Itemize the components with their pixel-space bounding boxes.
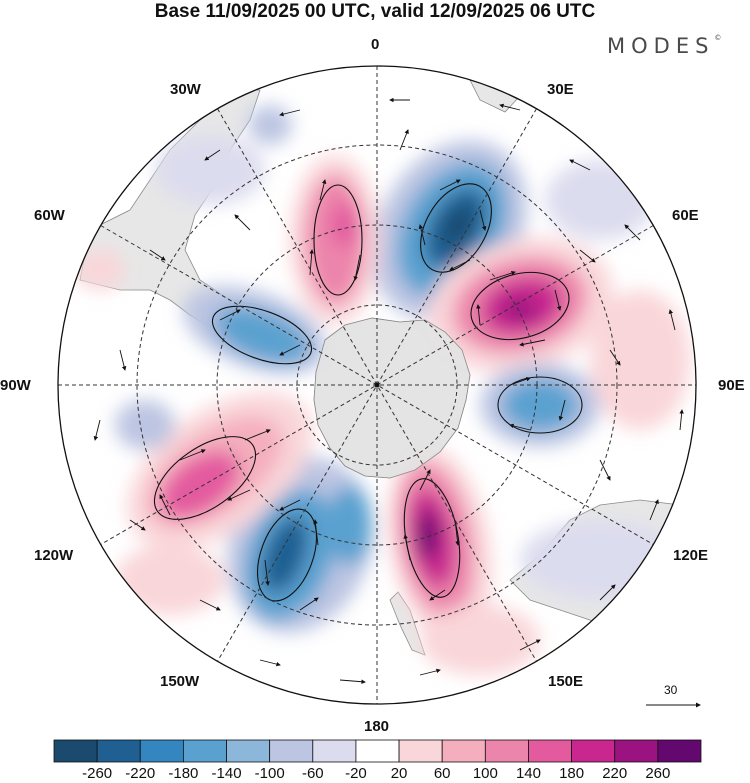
colorbar-tick-label: 140	[515, 765, 541, 782]
colorbar-tick-label: 60	[433, 765, 451, 782]
colorbar	[53, 739, 702, 763]
colorbar-tick-label: -20	[345, 765, 367, 782]
colorbar-tick-label: -60	[301, 765, 324, 782]
colorbar-tick-label: 20	[390, 765, 408, 782]
brand-text: MODES	[607, 34, 715, 58]
colorbar-tick-label: -100	[254, 765, 285, 782]
colorbar-swatch	[571, 739, 616, 763]
lon-label-180: 180	[364, 718, 390, 735]
colorbar-tick-label: -220	[125, 765, 156, 782]
modes-logo: MODES©	[607, 34, 721, 58]
colorbar-tick-label: 220	[602, 765, 628, 782]
colorbar-tick-label: -140	[211, 765, 242, 782]
lon-label-30w: 30W	[170, 81, 201, 98]
lon-label-0: 0	[371, 36, 380, 53]
lon-label-60w: 60W	[34, 207, 65, 224]
colorbar-swatch	[139, 739, 184, 763]
lon-label-90w: 90W	[0, 377, 31, 394]
colorbar-swatch	[484, 739, 529, 763]
colorbar-swatch	[96, 739, 141, 763]
colorbar-swatch	[528, 739, 573, 763]
colorbar-tick-label: -180	[168, 765, 199, 782]
map-boundary	[57, 65, 697, 705]
lon-label-120w: 120W	[34, 547, 74, 564]
reference-vector-label: 30	[664, 683, 678, 697]
lon-label-60e: 60E	[672, 207, 699, 224]
colorbar-tick-label: -260	[82, 765, 113, 782]
lon-label-150w: 150W	[160, 673, 200, 690]
colorbar-swatch	[269, 739, 314, 763]
colorbar-tick-label: 260	[645, 765, 671, 782]
antarctica-overlay	[313, 317, 471, 479]
chart-title: Base 11/09/2025 00 UTC, valid 12/09/2025…	[154, 1, 596, 22]
colorbar-swatch	[226, 739, 271, 763]
colorbar-swatch	[355, 739, 400, 763]
colorbar-swatch	[441, 739, 486, 763]
colorbar-swatch	[614, 739, 659, 763]
colorbar-tick-label: 180	[559, 765, 585, 782]
copyright-mark: ©	[714, 34, 722, 42]
anomaly-field	[75, 105, 690, 675]
lon-label-150e: 150E	[548, 673, 584, 690]
south-pole-marker	[374, 382, 380, 388]
lon-label-120e: 120E	[673, 547, 709, 564]
contour-lines	[153, 183, 583, 602]
colorbar-swatch	[398, 739, 443, 763]
lon-label-30e: 30E	[547, 81, 574, 98]
lon-label-90e: 90E	[718, 377, 745, 394]
colorbar-swatch	[53, 739, 98, 763]
colorbar-swatch	[657, 739, 702, 763]
colorbar-swatch	[182, 739, 227, 763]
colorbar-tick-label: 100	[472, 765, 498, 782]
colorbar-swatch	[312, 739, 357, 763]
